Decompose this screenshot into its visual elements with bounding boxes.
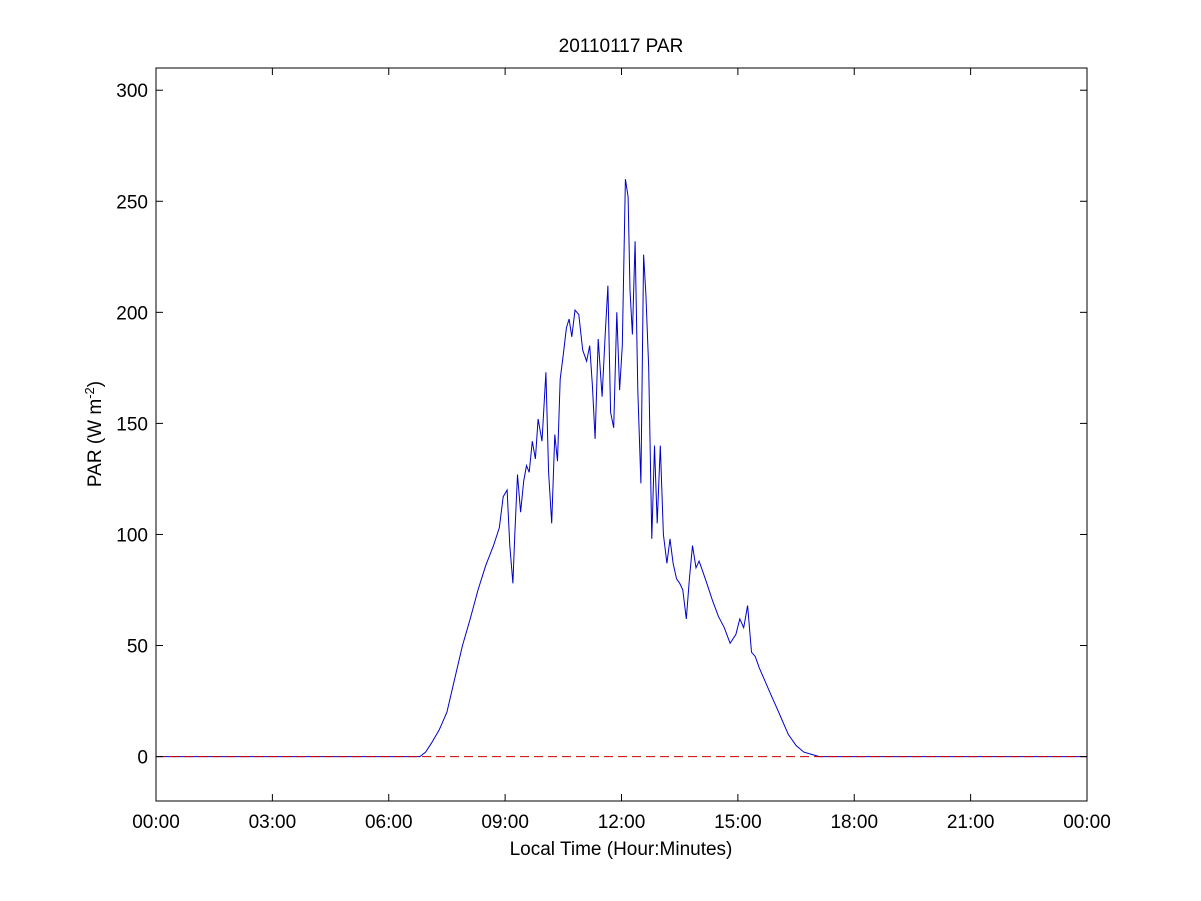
chart-title: 20110117 PAR [559,36,684,57]
x-axis-label: Local Time (Hour:Minutes) [510,839,733,860]
ticks-layer [155,68,1088,801]
y-tick-label: 50 [127,637,148,658]
x-tick-labels: 00:00 03:00 06:00 09:00 12:00 15:00 18:00 21:00… [132,812,1111,833]
x-tick-label: 15:00 [714,812,762,833]
x-tick-label: 09:00 [481,812,529,833]
par-series-line [156,179,1087,758]
y-tick-labels: 0 50 100 150 200 250 300 [116,81,148,768]
y-axis-label-exponent: -2 [82,387,97,399]
y-axis-label-close: ) [85,381,106,387]
y-tick-label: 150 [116,414,148,435]
x-tick-label: 21:00 [947,812,995,833]
y-tick-label: 250 [116,192,148,213]
y-tick-label: 200 [116,303,148,324]
x-tick-label: 00:00 [1063,812,1111,833]
y-tick-label: 0 [137,748,148,769]
x-tick-label: 06:00 [365,812,413,833]
y-axis-label: PAR (W m-2) [82,381,107,487]
y-tick-label: 300 [116,81,148,102]
plot-area [155,67,1088,802]
plot-frame [155,67,1088,802]
x-tick-label: 12:00 [598,812,646,833]
y-axis-label-main: PAR (W m [85,399,106,487]
series-layer [156,179,1087,758]
y-tick-label: 100 [116,525,148,546]
x-tick-label: 03:00 [249,812,297,833]
x-tick-label: 00:00 [132,812,180,833]
x-tick-label: 18:00 [830,812,878,833]
